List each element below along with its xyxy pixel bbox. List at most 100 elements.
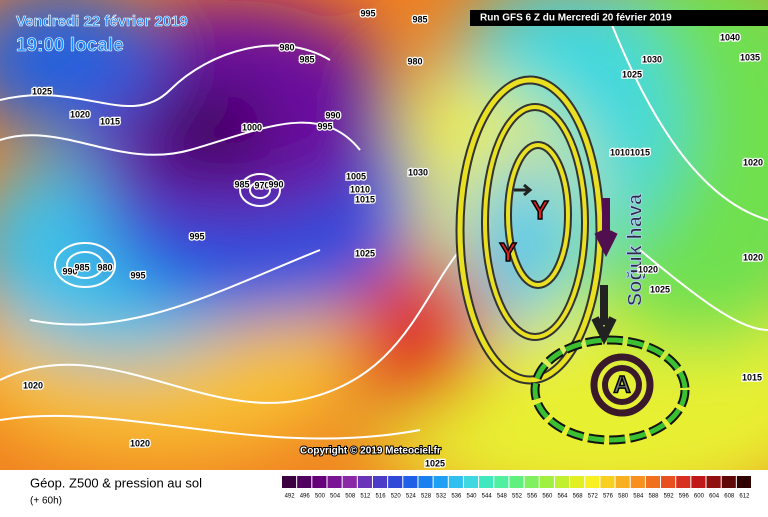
high-ring: [590, 353, 654, 417]
colorbar-swatch: [661, 476, 676, 488]
colorbar-swatch: [736, 476, 751, 488]
colorbar-label: 576: [603, 494, 614, 500]
isobar-label: 995: [360, 8, 375, 18]
colorbar-swatch: [388, 476, 403, 488]
colorbar-label: 528: [421, 494, 432, 500]
colorbar-label: 516: [376, 494, 387, 500]
colorbar-swatch: [691, 476, 706, 488]
high-label: A: [613, 371, 630, 398]
colorbar-swatch: [448, 476, 463, 488]
isobars: [0, 19, 768, 440]
colorbar-swatch: [585, 476, 600, 488]
isobar-label: 1025: [32, 86, 52, 96]
colorbar-swatch: [418, 476, 433, 488]
colorbar-swatch: [524, 476, 539, 488]
colorbar-swatch: [282, 476, 297, 488]
isobar-label: 1020: [743, 252, 763, 262]
colorbar-swatch: [570, 476, 585, 488]
isobar-label: 1030: [642, 54, 662, 64]
colorbar-label: 596: [679, 494, 690, 500]
colorbar-label: 548: [497, 494, 508, 500]
cold-air-label: Soğuk hava: [624, 193, 646, 306]
isobar-label: 1025: [622, 69, 642, 79]
colorbar-swatch: [494, 476, 509, 488]
colorbar-swatch: [676, 476, 691, 488]
isobar-label: 980: [97, 262, 112, 272]
colorbar-label: 496: [300, 494, 311, 500]
run-box: [470, 10, 768, 26]
valid-date: Vendredi 22 février 2019: [16, 13, 188, 30]
arrow: [594, 198, 618, 257]
isobar-label: 1015: [630, 147, 650, 157]
footer-title: Géop. Z500 & pression au sol: [30, 475, 202, 490]
colorbar-label: 512: [360, 494, 371, 500]
high-ring: [602, 365, 642, 405]
isobar-label: 980: [407, 56, 422, 66]
colorbar-label: 500: [315, 494, 326, 500]
isobar-label: 1010: [610, 147, 630, 157]
isobar-label: 1005: [346, 171, 366, 181]
isobar-label: 990: [268, 179, 283, 189]
colorbar-swatch: [312, 476, 327, 488]
isobar-label: 985: [234, 179, 249, 189]
isobar-label: 995: [317, 121, 332, 131]
colorbar-swatch: [327, 476, 342, 488]
isobar-label: 1020: [130, 438, 150, 448]
colorbar-label: 612: [739, 494, 750, 500]
colorbar-label: 572: [588, 494, 599, 500]
isobar-label: 995: [130, 270, 145, 280]
isobar-label: 1015: [100, 116, 120, 126]
isobar-label: 1000: [242, 122, 262, 132]
isobar-label: 1020: [743, 157, 763, 167]
colorbar-label: 508: [345, 494, 356, 500]
colorbar-swatch: [600, 476, 615, 488]
isobar-label: 990: [62, 266, 77, 276]
isobar-label: 1010: [350, 184, 370, 194]
isobar-label: 985: [74, 262, 89, 272]
colorbar-label: 524: [406, 494, 417, 500]
isobar-label: 1025: [355, 248, 375, 258]
colorbar-label: 564: [557, 494, 568, 500]
colorbar-swatch: [706, 476, 721, 488]
low-pressure-rings: [455, 75, 605, 385]
isobar-label: 1030: [408, 167, 428, 177]
colorbar-label: 584: [633, 494, 644, 500]
colorbar-swatch: [463, 476, 479, 488]
colorbar-label: 492: [285, 494, 296, 500]
isobar-label: 985: [299, 54, 314, 64]
isobar-label: 1040: [720, 32, 740, 42]
colorbar-swatch: [645, 476, 661, 488]
colorbar-swatch: [539, 476, 554, 488]
colorbar-label: 544: [482, 494, 493, 500]
colorbar-swatch: [479, 476, 494, 488]
isobar-label: 1020: [638, 264, 658, 274]
colorbar-label: 560: [542, 494, 553, 500]
isobar-label: 1015: [355, 194, 375, 204]
colorbar-swatch: [357, 476, 372, 488]
copyright: Copyright © 2019 Meteociel.fr: [300, 446, 441, 457]
colorbar-label: 532: [436, 494, 447, 500]
isobar-label: 1015: [742, 372, 762, 382]
colorbar-swatch: [403, 476, 418, 488]
colorbar-label: 600: [694, 494, 705, 500]
isobar-label: 990: [325, 110, 340, 120]
isobar-label: 1025: [650, 284, 670, 294]
colorbar-label: 592: [664, 494, 675, 500]
arrow: [591, 285, 617, 345]
colorbar-swatch: [433, 476, 448, 488]
colorbar-label: 552: [512, 494, 523, 500]
high-dashed-ring-fill: [532, 337, 688, 443]
colorbar-swatch: [509, 476, 524, 488]
footer-lead: (+ 60h): [30, 496, 62, 507]
colorbar-swatch: [342, 476, 357, 488]
isobar-label: 985: [412, 14, 427, 24]
arrow: [514, 183, 533, 197]
colorbar-swatch: [554, 476, 570, 488]
colorbar-label: 580: [618, 494, 629, 500]
colorbar-swatch: [372, 476, 388, 488]
colorbar-swatch: [721, 476, 736, 488]
isobar-label: 1020: [70, 109, 90, 119]
colorbar-label: 520: [391, 494, 402, 500]
